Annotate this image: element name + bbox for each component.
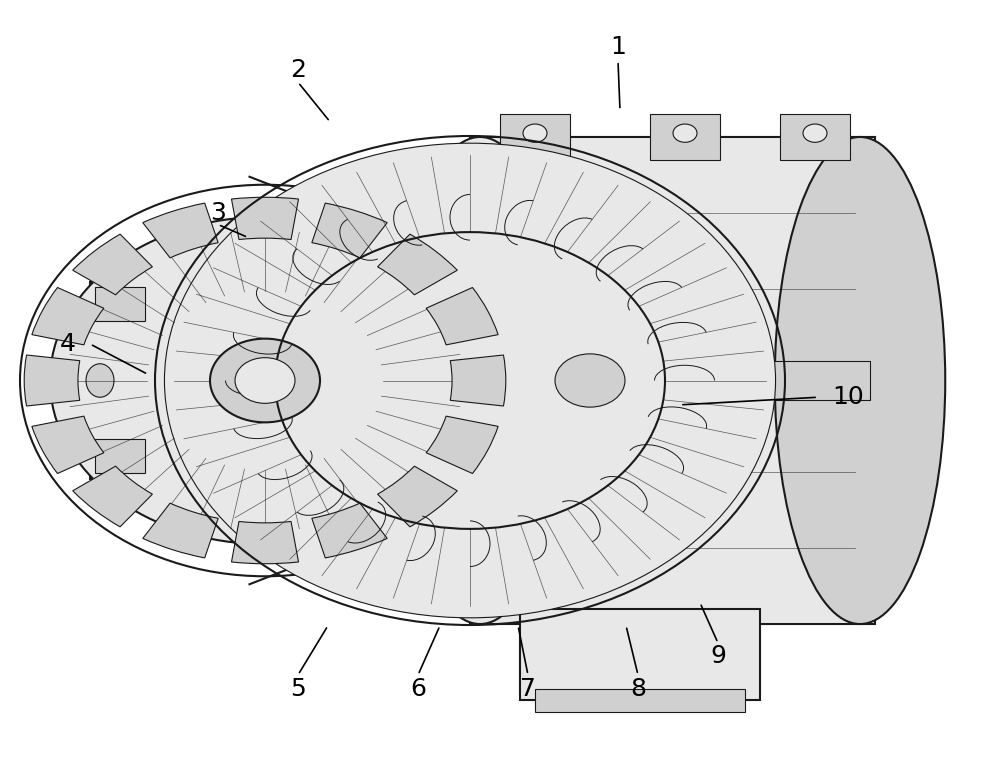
Wedge shape <box>312 203 387 258</box>
Bar <box>95 287 145 321</box>
Text: 5: 5 <box>290 677 306 701</box>
Wedge shape <box>32 416 104 473</box>
Bar <box>780 114 850 160</box>
Circle shape <box>210 339 320 422</box>
Wedge shape <box>143 203 218 258</box>
FancyBboxPatch shape <box>470 137 875 624</box>
Text: 6: 6 <box>410 677 426 701</box>
Circle shape <box>525 331 655 430</box>
Wedge shape <box>231 197 299 240</box>
Bar <box>500 114 570 160</box>
Text: 10: 10 <box>832 385 864 409</box>
Ellipse shape <box>775 137 945 624</box>
Wedge shape <box>24 355 80 406</box>
Wedge shape <box>73 234 152 295</box>
Text: 4: 4 <box>60 332 76 356</box>
Wedge shape <box>378 466 457 527</box>
Wedge shape <box>231 521 299 564</box>
Wedge shape <box>143 503 218 558</box>
Bar <box>90 282 150 479</box>
Ellipse shape <box>550 452 630 494</box>
Text: 3: 3 <box>210 201 226 225</box>
Ellipse shape <box>86 364 114 397</box>
Wedge shape <box>426 416 498 473</box>
Ellipse shape <box>50 217 480 544</box>
Wedge shape <box>32 288 104 345</box>
Ellipse shape <box>683 306 745 362</box>
Wedge shape <box>312 503 387 558</box>
Bar <box>520 609 760 700</box>
Ellipse shape <box>395 137 565 624</box>
Text: 9: 9 <box>710 644 726 668</box>
Ellipse shape <box>164 143 776 618</box>
Ellipse shape <box>550 267 630 309</box>
Circle shape <box>523 124 547 142</box>
Ellipse shape <box>683 399 745 455</box>
Wedge shape <box>73 466 152 527</box>
Circle shape <box>673 124 697 142</box>
Ellipse shape <box>435 306 497 362</box>
Bar <box>590 361 870 400</box>
Circle shape <box>235 358 295 403</box>
Wedge shape <box>378 234 457 295</box>
Bar <box>100 364 265 397</box>
Ellipse shape <box>435 399 497 455</box>
Circle shape <box>555 354 625 407</box>
Circle shape <box>803 124 827 142</box>
Wedge shape <box>450 355 506 406</box>
Bar <box>650 114 720 160</box>
Text: 8: 8 <box>630 677 646 701</box>
Wedge shape <box>426 288 498 345</box>
Text: 1: 1 <box>610 35 626 59</box>
Bar <box>535 689 745 712</box>
Bar <box>95 439 145 473</box>
Text: 7: 7 <box>520 677 536 701</box>
Text: 2: 2 <box>290 58 306 82</box>
